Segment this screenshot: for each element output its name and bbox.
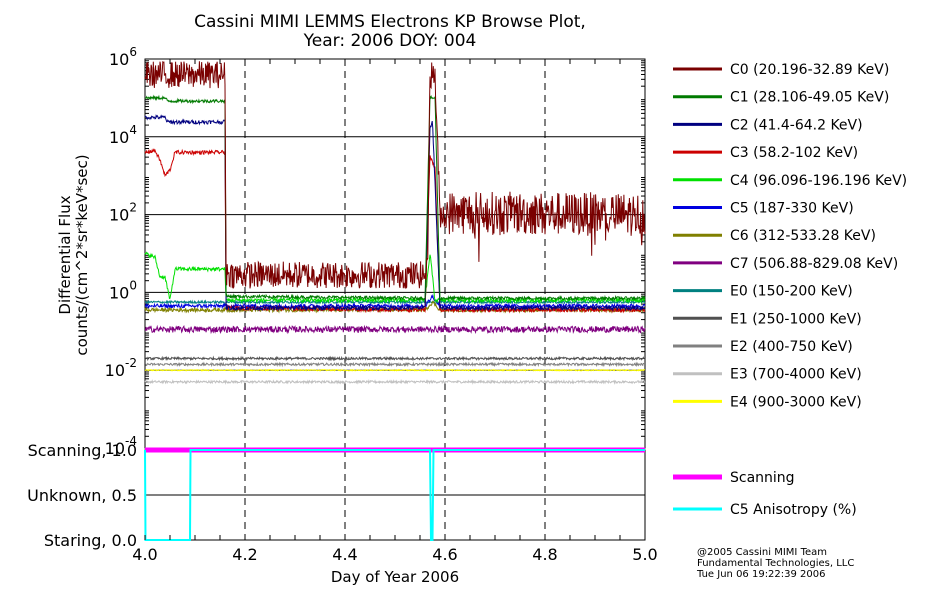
legend-label: E4 (900-3000 KeV) [730, 394, 862, 410]
chart-title-line1: Cassini MIMI LEMMS Electrons KP Browse P… [194, 12, 586, 32]
legend-label: C6 (312-533.28 KeV) [730, 228, 876, 244]
x-axis-ticks: 4.0 4.2 4.4 4.6 4.8 5.0 [132, 59, 658, 564]
y-tick-label: 10-4 [105, 434, 137, 458]
legend-label: C5 Anisotropy (%) [730, 502, 857, 518]
x-axis-label: Day of Year 2006 [331, 568, 459, 586]
y-tick-label: 10-2 [105, 356, 137, 380]
y-axis-label-line2: counts/(cm^2*sr*keV*sec) [73, 154, 91, 355]
anisotropy-line [144, 449, 645, 541]
y-tick-base: 10 [105, 361, 125, 380]
x-tick-label: 4.4 [332, 545, 357, 564]
lower-y-tick-label: Unknown, 0.5 [27, 486, 137, 505]
y-tick-label: 104 [109, 123, 137, 147]
series-line-e2 [144, 361, 646, 368]
y-tick-exponent: 6 [129, 45, 137, 59]
lower-panel-grid [144, 449, 646, 541]
lower-panel-series [144, 447, 645, 541]
y-tick-base: 10 [109, 128, 129, 147]
x-tick-label: 4.8 [532, 545, 557, 564]
legend-label: C3 (58.2-102 KeV) [730, 145, 858, 161]
upper-panel-frame [144, 58, 646, 449]
y-tick-base: 10 [109, 50, 129, 69]
upper-panel-grid [144, 58, 646, 449]
legend-label: C1 (28.106-49.05 KeV) [730, 90, 889, 106]
legend-label: C5 (187-330 KeV) [730, 201, 854, 217]
y-tick-exponent: 4 [129, 123, 137, 137]
series-line-e0 [144, 299, 646, 306]
credit-block: @2005 Cassini MIMI Team Fundamental Tech… [696, 547, 854, 580]
legend-label: C0 (20.196-32.89 KeV) [730, 62, 889, 78]
series-line-e1 [144, 355, 646, 362]
y-tick-exponent: -2 [125, 356, 137, 370]
series-line-c7 [144, 324, 646, 335]
legend-label: E1 (250-1000 KeV) [730, 311, 862, 327]
legend-label: C2 (41.4-64.2 KeV) [730, 117, 863, 133]
x-tick-label: 4.2 [232, 545, 257, 564]
y-tick-base: 10 [109, 283, 129, 302]
x-tick-label: 4.6 [432, 545, 457, 564]
series-line-c2 [144, 114, 646, 312]
y-tick-label: 100 [109, 278, 137, 302]
y-tick-base: 10 [105, 439, 125, 458]
upper-panel-series [144, 61, 646, 385]
x-tick-label: 5.0 [632, 545, 657, 564]
legend-label: C4 (96.096-196.196 KeV) [730, 173, 907, 189]
legend: C0 (20.196-32.89 KeV) C1 (28.106-49.05 Ke… [673, 62, 907, 518]
series-line-c4 [144, 251, 646, 305]
series-line-e3 [144, 378, 646, 385]
series-line-c3 [144, 148, 646, 314]
legend-label: Scanning [730, 470, 795, 486]
credit-line1: @2005 Cassini MIMI Team [697, 547, 827, 558]
y-axis-label-line1: Differential Flux [56, 195, 74, 314]
y-tick-exponent: 2 [129, 201, 137, 215]
legend-label: E2 (400-750 KeV) [730, 339, 853, 355]
chart-title-line2: Year: 2006 DOY: 004 [303, 31, 477, 51]
y-tick-label: 102 [109, 201, 137, 225]
credit-line3: Tue Jun 06 19:22:39 2006 [696, 569, 826, 580]
y-tick-exponent: -4 [125, 434, 137, 448]
lower-y-tick-label: Scanning, 1.0 [28, 441, 137, 460]
series-line-c5 [144, 293, 646, 310]
legend-label: E0 (150-200 KeV) [730, 284, 853, 300]
legend-label: C7 (506.88-829.08 KeV) [730, 256, 898, 272]
lower-y-tick-label: Staring, 0.0 [44, 531, 137, 550]
credit-line2: Fundamental Technologies, LLC [697, 558, 854, 569]
y-tick-exponent: 0 [129, 278, 137, 292]
series-line-e4 [144, 368, 646, 372]
lower-panel-y-ticks: Scanning, 1.0 Unknown, 0.5 Staring, 0.0 [27, 441, 137, 550]
y-tick-base: 10 [109, 206, 129, 225]
y-tick-label: 106 [109, 45, 137, 69]
y-axis-label: Differential Flux counts/(cm^2*sr*keV*se… [56, 154, 91, 355]
x-tick-label: 4.0 [132, 545, 157, 564]
legend-label: E3 (700-4000 KeV) [730, 367, 862, 383]
series-line-c1 [144, 94, 646, 302]
series-line-c0 [144, 61, 646, 290]
